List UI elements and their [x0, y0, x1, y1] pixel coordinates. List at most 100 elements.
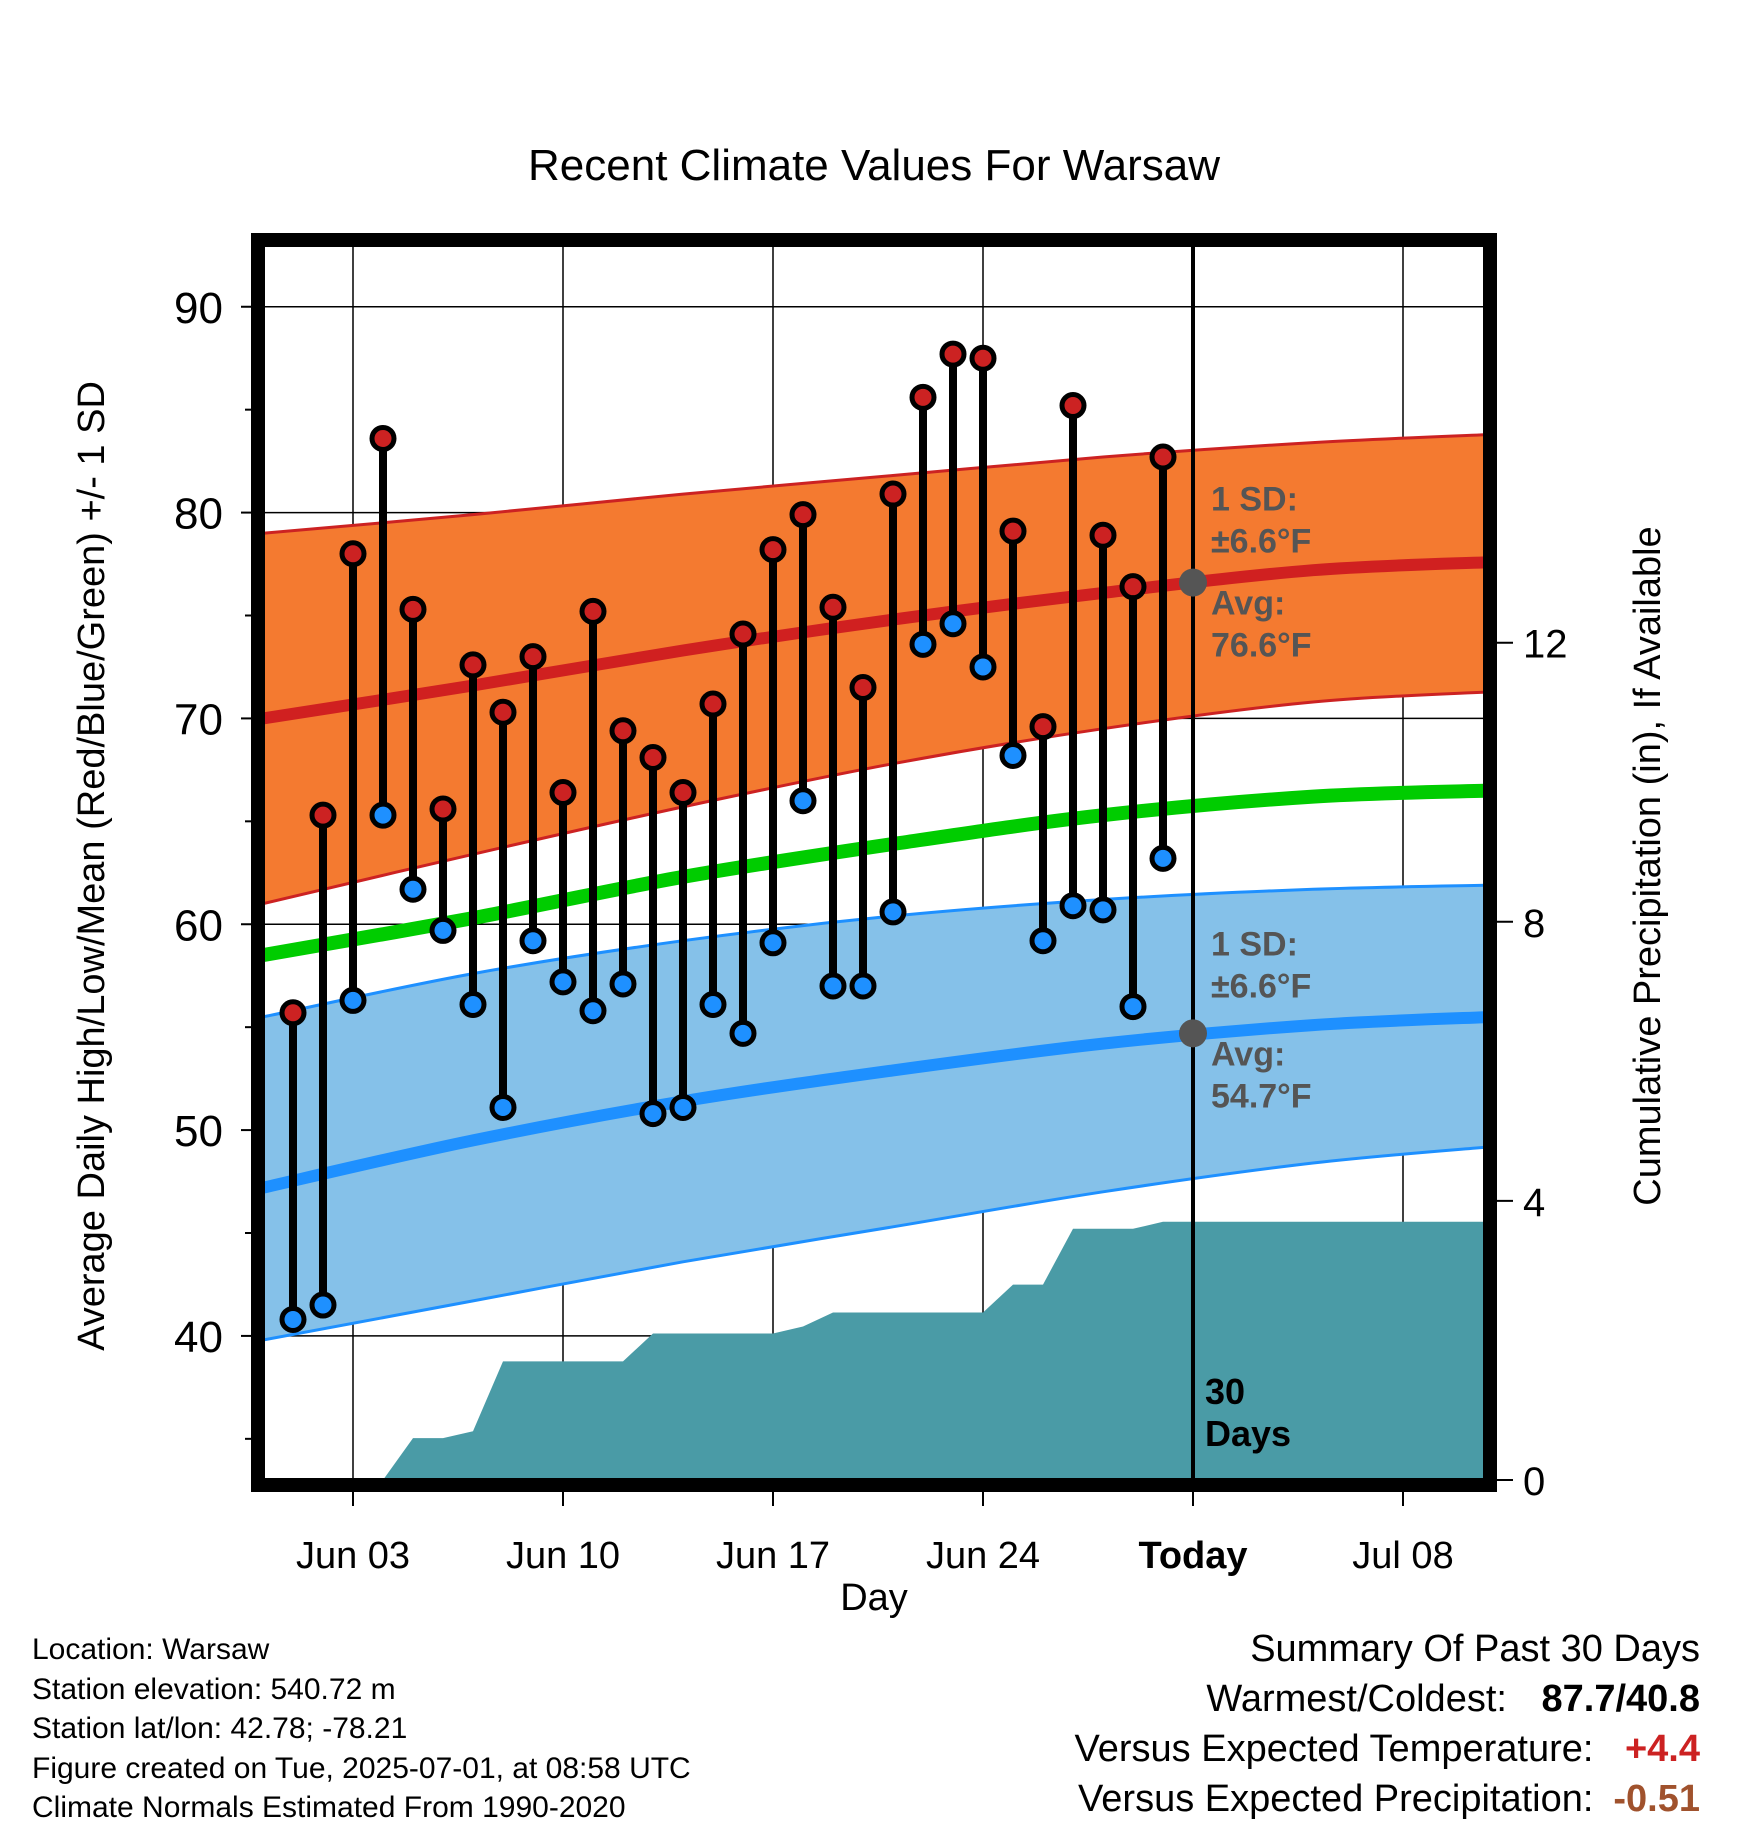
low-avg-today-dot — [1179, 1019, 1207, 1048]
daily-high-point — [549, 779, 577, 807]
daily-high-point — [699, 690, 727, 718]
summary-temp-anomaly: Versus Expected Temperature: +4.4 — [1075, 1724, 1700, 1774]
footer-latlon: Station lat/lon: 42.78; -78.21 — [32, 1712, 408, 1745]
temp-anomaly-label: Versus Expected Temperature: — [1074, 1728, 1594, 1770]
low-avg-label: Avg: — [1211, 1035, 1285, 1073]
daily-low-point — [879, 898, 907, 926]
daily-high-point — [429, 795, 457, 823]
daily-low-point — [1029, 927, 1057, 955]
daily-low-point — [759, 929, 787, 957]
climate-chart: Recent Climate Values For Warsaw 1 SD: ±6… — [71, 141, 1669, 1619]
daily-high-point — [399, 595, 427, 623]
high-avg-label: Avg: — [1211, 585, 1285, 623]
y-right-tick-label: 12 — [1523, 623, 1568, 667]
high-avg-today-dot — [1179, 568, 1207, 597]
y-tick-label: 80 — [174, 490, 223, 539]
window-label-number: 30 — [1205, 1371, 1245, 1412]
window-label-days: Days — [1205, 1413, 1291, 1454]
precip-anomaly-label: Versus Expected Precipitation: — [1078, 1778, 1594, 1820]
daily-low-point — [969, 653, 997, 681]
daily-low-point — [579, 997, 607, 1025]
daily-high-point — [459, 651, 487, 679]
footer-created: Figure created on Tue, 2025-07-01, at 08… — [32, 1751, 691, 1785]
daily-ranges — [279, 340, 1177, 1333]
daily-high-point — [519, 643, 547, 671]
x-tick-label: Today — [1138, 1535, 1247, 1577]
daily-high-point — [1119, 573, 1147, 601]
normal-high-sd-edge — [263, 433, 1485, 535]
y-tick-label: 90 — [174, 284, 223, 333]
y-tick-label: 40 — [174, 1313, 223, 1362]
daily-high-point — [849, 674, 877, 702]
y-tick-label: 70 — [174, 695, 223, 744]
summary-warmest-coldest: Warmest/Coldest: 87.7/40.8 — [1075, 1674, 1700, 1724]
y-tick-label: 50 — [174, 1107, 223, 1156]
x-tick-label: Jun 24 — [926, 1535, 1040, 1577]
x-tick-label: Jun 03 — [296, 1535, 410, 1577]
daily-low-point — [1119, 993, 1147, 1021]
normal-low-line — [263, 1011, 1485, 1194]
daily-high-point — [1059, 392, 1087, 420]
station-info: Location: Warsaw Station elevation: 540.… — [32, 1630, 691, 1828]
daily-high-point — [1029, 713, 1057, 741]
daily-low-point — [489, 1093, 517, 1121]
summary-title: Summary Of Past 30 Days — [1250, 1628, 1700, 1670]
daily-high-point — [939, 340, 967, 368]
warmest-coldest-value: 87.7/40.8 — [1541, 1678, 1700, 1720]
warmest-coldest-label: Warmest/Coldest: — [1206, 1678, 1507, 1720]
daily-low-point — [459, 991, 487, 1019]
x-tick-label: Jun 10 — [506, 1535, 620, 1577]
daily-low-point — [789, 787, 817, 815]
y-right-tick-label: 0 — [1523, 1460, 1545, 1504]
daily-low-point — [549, 968, 577, 996]
daily-high-point — [1089, 521, 1117, 549]
low-sd-value: ±6.6°F — [1211, 967, 1311, 1005]
daily-low-point — [699, 991, 727, 1019]
daily-high-point — [639, 744, 667, 772]
daily-high-point — [609, 717, 637, 745]
daily-low-point — [729, 1019, 757, 1047]
daily-low-point — [519, 927, 547, 955]
daily-high-point — [729, 620, 757, 648]
y-axis-label-left: Average Daily High/Low/Mean (Red/Blue/Gr… — [71, 381, 113, 1351]
daily-low-point — [939, 610, 967, 638]
high-sd-value: ±6.6°F — [1211, 523, 1311, 561]
x-axis-label: Day — [840, 1577, 908, 1619]
summary-panel: Summary Of Past 30 Days Warmest/Coldest:… — [1075, 1624, 1700, 1824]
daily-high-point — [279, 999, 307, 1027]
daily-high-point — [999, 517, 1027, 545]
daily-high-point — [339, 540, 367, 568]
daily-high-point — [369, 424, 397, 452]
x-tick-label: Jul 08 — [1352, 1535, 1453, 1577]
daily-high-point — [669, 779, 697, 807]
high-sd-label: 1 SD: — [1211, 481, 1298, 519]
summary-precip-anomaly: Versus Expected Precipitation: -0.51 — [1075, 1774, 1700, 1824]
daily-low-point — [1059, 892, 1087, 920]
daily-low-point — [309, 1291, 337, 1319]
footer-elevation: Station elevation: 540.72 m — [32, 1672, 396, 1706]
daily-low-point — [429, 916, 457, 944]
daily-high-point — [789, 501, 817, 529]
daily-low-point — [609, 970, 637, 998]
daily-high-point — [909, 383, 937, 411]
x-tick-label: Jun 17 — [716, 1535, 830, 1577]
daily-low-point — [1089, 896, 1117, 924]
daily-high-point — [489, 698, 517, 726]
daily-high-point — [309, 801, 337, 829]
daily-low-point — [999, 741, 1027, 769]
normal-low-sd-band — [263, 885, 1485, 1340]
temp-anomaly-value: +4.4 — [1624, 1728, 1700, 1770]
y-right-tick-label: 8 — [1523, 902, 1545, 946]
plot-frame — [251, 233, 1497, 1492]
footer-location: Location: Warsaw — [32, 1633, 270, 1666]
normal-low-sd-edge — [263, 1145, 1485, 1342]
y-axis-label-right: Cumulative Precipitation (in), If Availa… — [1627, 526, 1669, 1205]
footer-normals: Climate Normals Estimated From 1990-2020 — [32, 1791, 626, 1824]
daily-low-point — [339, 986, 367, 1014]
daily-low-point — [669, 1093, 697, 1121]
high-avg-value: 76.6°F — [1211, 627, 1312, 665]
daily-low-point — [369, 801, 397, 829]
low-sd-label: 1 SD: — [1211, 925, 1298, 963]
daily-high-point — [819, 593, 847, 621]
daily-high-point — [1149, 443, 1177, 471]
